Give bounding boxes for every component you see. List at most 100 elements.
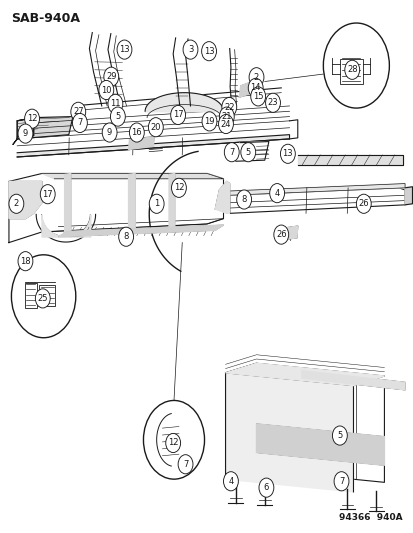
Text: 12: 12 <box>173 183 184 192</box>
Text: 94366  940A: 94366 940A <box>339 513 402 522</box>
Polygon shape <box>225 364 256 479</box>
Text: 26: 26 <box>275 230 286 239</box>
Circle shape <box>178 455 192 474</box>
Text: 5: 5 <box>245 148 250 157</box>
Circle shape <box>165 433 180 453</box>
Text: 7: 7 <box>77 118 83 127</box>
Circle shape <box>129 123 144 142</box>
Circle shape <box>333 472 348 491</box>
Text: 11: 11 <box>110 99 120 108</box>
Text: 7: 7 <box>228 148 234 157</box>
Text: 2: 2 <box>253 72 259 82</box>
Circle shape <box>18 252 33 271</box>
Polygon shape <box>229 188 404 213</box>
Circle shape <box>35 289 50 308</box>
Text: 24: 24 <box>220 119 231 128</box>
Circle shape <box>102 123 117 142</box>
Polygon shape <box>281 226 297 240</box>
Polygon shape <box>225 373 353 492</box>
Text: 8: 8 <box>241 195 246 204</box>
Text: 4: 4 <box>274 189 279 198</box>
Text: 21: 21 <box>221 112 232 121</box>
Circle shape <box>119 227 133 246</box>
Circle shape <box>202 112 216 131</box>
Circle shape <box>18 124 33 143</box>
Polygon shape <box>9 181 42 219</box>
Circle shape <box>183 40 197 59</box>
Text: 17: 17 <box>172 110 183 119</box>
Circle shape <box>148 118 163 137</box>
Polygon shape <box>58 225 223 237</box>
Circle shape <box>259 478 273 497</box>
Text: 7: 7 <box>183 460 188 469</box>
Circle shape <box>170 106 185 125</box>
Text: 28: 28 <box>346 66 357 74</box>
Polygon shape <box>229 183 404 195</box>
Circle shape <box>280 144 294 164</box>
Polygon shape <box>225 364 384 385</box>
Circle shape <box>250 87 265 106</box>
Circle shape <box>110 107 125 126</box>
Circle shape <box>71 102 85 122</box>
Circle shape <box>99 80 114 100</box>
Polygon shape <box>42 173 223 179</box>
Text: 19: 19 <box>204 117 214 126</box>
Circle shape <box>273 225 288 244</box>
Text: 27: 27 <box>73 107 83 116</box>
Polygon shape <box>404 187 411 205</box>
Polygon shape <box>215 181 229 213</box>
Circle shape <box>72 114 87 133</box>
Polygon shape <box>128 173 135 232</box>
Text: 3: 3 <box>188 45 193 54</box>
Circle shape <box>248 78 263 98</box>
Polygon shape <box>17 118 33 139</box>
Bar <box>339 59 362 84</box>
Text: 6: 6 <box>263 483 268 492</box>
Circle shape <box>149 194 164 213</box>
Text: 5: 5 <box>337 431 342 440</box>
Polygon shape <box>128 137 154 150</box>
Polygon shape <box>239 82 252 98</box>
Circle shape <box>356 194 370 213</box>
Text: 1: 1 <box>154 199 159 208</box>
Text: 15: 15 <box>252 92 263 101</box>
Circle shape <box>323 23 389 108</box>
Circle shape <box>344 60 359 79</box>
Text: 12: 12 <box>27 114 37 123</box>
Circle shape <box>12 255 76 338</box>
Circle shape <box>108 94 123 114</box>
Circle shape <box>332 426 347 445</box>
Text: 13: 13 <box>203 47 214 55</box>
Text: 4: 4 <box>228 477 233 486</box>
Bar <box>24 283 37 309</box>
Polygon shape <box>235 142 268 161</box>
Polygon shape <box>64 173 71 232</box>
Text: 7: 7 <box>338 477 343 486</box>
Text: 18: 18 <box>20 257 31 265</box>
Circle shape <box>240 143 255 162</box>
Text: 13: 13 <box>119 45 130 54</box>
Circle shape <box>249 68 263 87</box>
Text: 26: 26 <box>358 199 368 208</box>
Polygon shape <box>301 370 404 390</box>
Circle shape <box>171 178 186 197</box>
Circle shape <box>218 115 233 134</box>
Circle shape <box>104 67 119 86</box>
Text: SAB-940A: SAB-940A <box>11 12 80 26</box>
Circle shape <box>9 194 24 213</box>
Circle shape <box>143 400 204 479</box>
Circle shape <box>117 40 132 59</box>
Text: 13: 13 <box>282 149 292 158</box>
Polygon shape <box>17 117 73 139</box>
Text: 8: 8 <box>123 232 128 241</box>
Polygon shape <box>169 173 174 232</box>
Text: 25: 25 <box>38 294 48 303</box>
Circle shape <box>40 184 55 204</box>
Circle shape <box>24 109 39 128</box>
Circle shape <box>219 107 234 126</box>
Polygon shape <box>297 155 402 165</box>
Text: 12: 12 <box>168 439 178 448</box>
Text: 16: 16 <box>131 128 142 137</box>
Circle shape <box>265 93 280 112</box>
Polygon shape <box>256 373 384 482</box>
